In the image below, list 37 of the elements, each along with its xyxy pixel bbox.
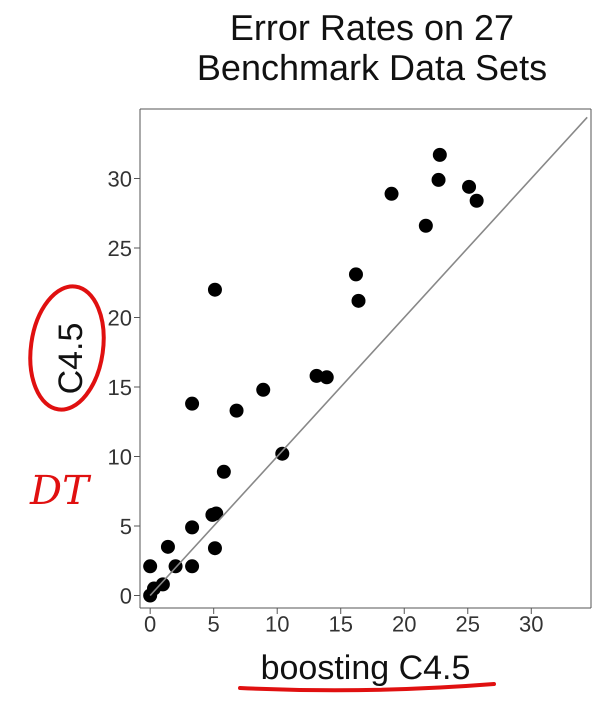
y-axis-title: C4.5 bbox=[52, 322, 90, 394]
point bbox=[470, 194, 484, 208]
point bbox=[320, 370, 334, 384]
x-tick-label: 5 bbox=[208, 612, 220, 637]
y-tick-label: 25 bbox=[108, 236, 132, 261]
point bbox=[352, 294, 366, 308]
point bbox=[185, 559, 200, 574]
point bbox=[230, 404, 244, 418]
point bbox=[185, 396, 200, 411]
text: DT bbox=[30, 468, 89, 514]
point bbox=[208, 541, 222, 556]
x-tick-label: 30 bbox=[519, 612, 544, 637]
x-tick-label: 20 bbox=[392, 612, 416, 637]
x-tick-label: 0 bbox=[144, 612, 156, 637]
point bbox=[462, 180, 476, 194]
point bbox=[418, 218, 433, 233]
x-tick-label: 10 bbox=[264, 612, 290, 637]
y-tick-label: 30 bbox=[108, 166, 132, 192]
x-axis-title: boosting C4.5 bbox=[260, 649, 470, 687]
point bbox=[432, 148, 447, 162]
point bbox=[160, 540, 175, 554]
point bbox=[208, 282, 222, 297]
point bbox=[256, 382, 270, 397]
point bbox=[143, 559, 158, 574]
chart-title: Error Rates on 27 Benchmark Data Sets bbox=[196, 7, 548, 88]
y-tick-label: 0 bbox=[120, 583, 132, 608]
point bbox=[384, 186, 399, 201]
y-tick-label: 5 bbox=[120, 514, 132, 539]
y-tick-label: 10 bbox=[108, 444, 132, 470]
y-tick-label: 20 bbox=[108, 305, 132, 330]
y-tick-label: 15 bbox=[108, 374, 132, 400]
point bbox=[348, 267, 363, 282]
point bbox=[216, 464, 231, 479]
x-tick-label: 15 bbox=[328, 612, 353, 637]
point bbox=[432, 172, 446, 187]
point bbox=[185, 520, 200, 534]
x-tick-label: 25 bbox=[456, 612, 480, 637]
